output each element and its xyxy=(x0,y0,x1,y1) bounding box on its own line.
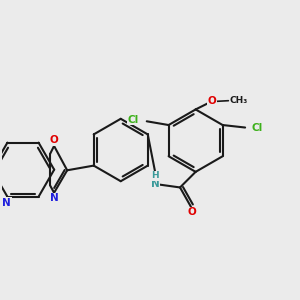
Text: N: N xyxy=(50,194,58,203)
Text: O: O xyxy=(49,135,58,145)
Text: CH₃: CH₃ xyxy=(230,96,248,105)
Text: O: O xyxy=(187,207,196,218)
Text: Cl: Cl xyxy=(128,115,139,125)
Text: N: N xyxy=(2,198,11,208)
Text: Cl: Cl xyxy=(252,122,263,133)
Text: O: O xyxy=(208,96,216,106)
Text: H: H xyxy=(151,171,159,180)
Text: N: N xyxy=(151,179,159,189)
